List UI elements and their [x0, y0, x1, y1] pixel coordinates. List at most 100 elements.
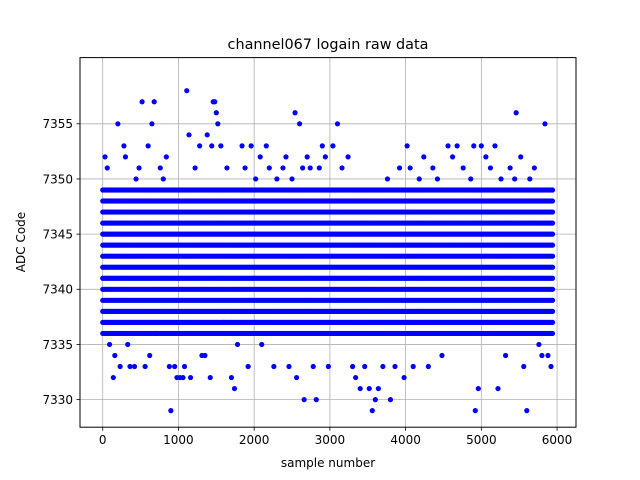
- x-tick-label: 3000: [315, 433, 346, 447]
- data-point: [160, 176, 166, 182]
- data-point: [549, 319, 556, 325]
- data-point: [536, 341, 542, 348]
- data-point: [224, 165, 230, 171]
- data-point: [549, 231, 556, 237]
- data-point: [259, 341, 265, 348]
- data-point: [218, 143, 224, 149]
- data-point: [483, 154, 489, 160]
- data-point: [157, 165, 163, 171]
- data-point: [166, 363, 172, 370]
- data-point: [181, 363, 188, 370]
- data-point: [121, 143, 127, 149]
- data-point: [271, 363, 277, 370]
- data-point: [313, 397, 319, 403]
- data-point: [112, 352, 118, 359]
- data-point: [207, 374, 213, 381]
- data-point: [521, 363, 527, 370]
- data-point: [487, 165, 494, 171]
- data-point: [475, 385, 481, 392]
- data-point: [231, 385, 238, 392]
- data-point: [297, 121, 303, 127]
- data-point: [362, 363, 368, 370]
- data-point: [283, 154, 289, 160]
- data-point: [293, 374, 300, 381]
- data-point: [531, 165, 537, 171]
- data-point: [319, 143, 325, 149]
- data-point: [125, 341, 131, 348]
- x-axis-label: sample number: [281, 456, 375, 470]
- data-point: [301, 397, 307, 403]
- data-point: [245, 363, 251, 370]
- data-point: [187, 374, 194, 381]
- data-point: [330, 143, 336, 149]
- data-point: [310, 363, 316, 370]
- data-point: [197, 143, 203, 149]
- data-point: [280, 165, 286, 171]
- data-point: [353, 374, 359, 381]
- data-point: [142, 363, 148, 370]
- data-point: [549, 275, 556, 281]
- data-point: [115, 121, 121, 127]
- data-point: [460, 165, 466, 171]
- data-point: [549, 286, 556, 292]
- data-point: [549, 187, 556, 193]
- y-tick-label: 7330: [42, 393, 73, 407]
- data-point: [549, 297, 556, 303]
- data-point: [407, 165, 413, 171]
- y-axis-label: ADC Code: [14, 212, 28, 272]
- y-tick-label: 7335: [42, 338, 73, 352]
- data-point: [163, 154, 169, 160]
- x-tick-label: 5000: [466, 433, 497, 447]
- data-point: [492, 143, 498, 149]
- data-point: [472, 408, 478, 414]
- data-point: [375, 385, 381, 392]
- data-point: [139, 99, 145, 105]
- data-point: [369, 408, 375, 414]
- data-point: [471, 143, 477, 149]
- data-point: [449, 154, 456, 160]
- data-point: [192, 165, 198, 171]
- data-point: [549, 330, 556, 337]
- data-point: [248, 143, 254, 149]
- data-point: [133, 176, 139, 182]
- data-point: [350, 363, 356, 370]
- data-point: [454, 143, 460, 149]
- data-point: [495, 385, 501, 392]
- data-point: [242, 165, 248, 171]
- data-point: [106, 341, 113, 348]
- data-point: [131, 363, 138, 370]
- data-point: [263, 143, 269, 149]
- data-point: [366, 385, 372, 392]
- data-point: [502, 352, 509, 359]
- data-point: [168, 408, 174, 414]
- y-tick-label: 7350: [42, 172, 73, 186]
- data-point: [357, 385, 363, 392]
- data-point: [549, 242, 556, 248]
- data-point: [445, 143, 451, 149]
- data-point: [289, 176, 295, 182]
- data-point: [548, 363, 554, 370]
- data-point: [545, 352, 551, 359]
- data-point: [117, 363, 123, 370]
- data-point: [234, 341, 241, 348]
- data-point: [527, 176, 533, 182]
- data-point: [549, 253, 556, 259]
- data-point: [401, 374, 407, 381]
- data-point: [549, 308, 556, 314]
- data-point: [513, 110, 519, 116]
- data-point: [300, 165, 306, 171]
- data-point: [384, 176, 391, 182]
- data-point: [104, 165, 110, 171]
- x-tick-label: 6000: [542, 433, 573, 447]
- data-point: [307, 165, 313, 171]
- data-point: [286, 363, 292, 370]
- data-point: [209, 143, 215, 149]
- data-point: [396, 165, 403, 171]
- data-point: [147, 352, 153, 359]
- chart-title: channel067 logain raw data: [228, 37, 429, 53]
- data-point: [524, 408, 530, 414]
- data-point: [345, 154, 351, 160]
- data-point: [421, 154, 427, 160]
- y-tick-label: 7340: [42, 283, 73, 297]
- data-point: [478, 143, 484, 149]
